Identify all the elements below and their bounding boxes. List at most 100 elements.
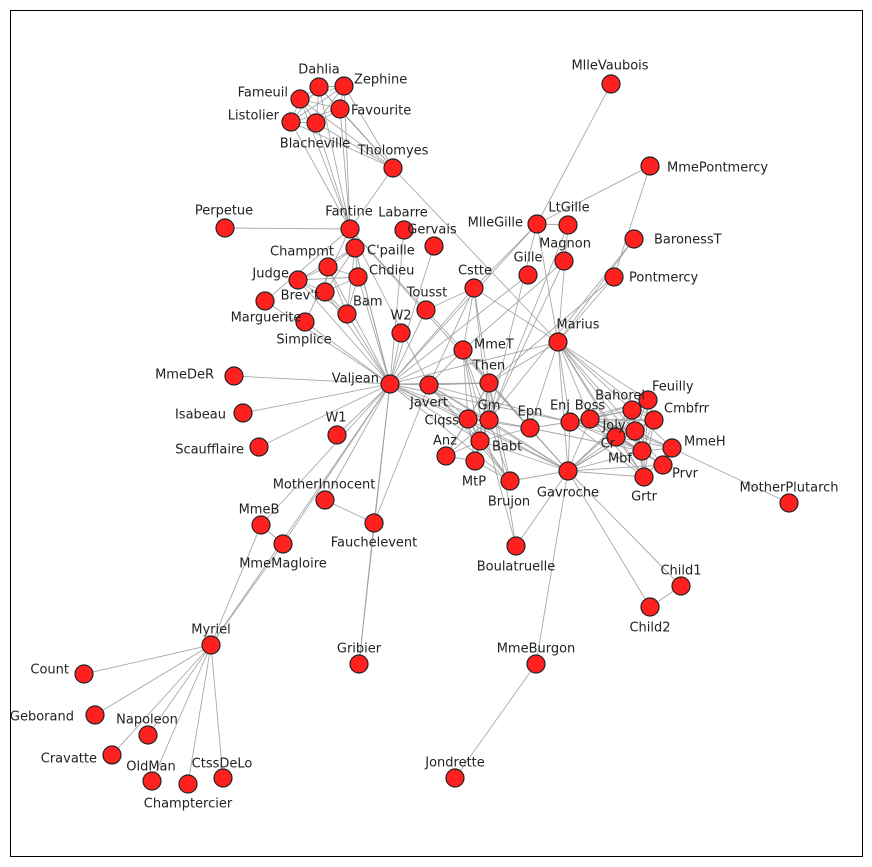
edge-marius-epn [529, 341, 559, 429]
node-babt[interactable] [470, 431, 490, 451]
node-anz[interactable] [436, 446, 456, 466]
node-pontmercy[interactable] [604, 267, 624, 287]
node-mbf[interactable] [632, 441, 652, 461]
node-count[interactable] [74, 664, 94, 684]
node-simplice[interactable] [295, 312, 315, 332]
node-ctssdelo[interactable] [213, 768, 233, 788]
node-clqss[interactable] [458, 409, 478, 429]
node-champtercier[interactable] [178, 774, 198, 794]
node-blacheville[interactable] [306, 113, 326, 133]
node-marius[interactable] [548, 332, 568, 352]
node-chdieu[interactable] [348, 267, 368, 287]
edge-dahlia-fantine [318, 86, 351, 230]
node-myriel[interactable] [201, 635, 221, 655]
edge-myriel-champtercier [187, 644, 212, 785]
node-mmet[interactable] [453, 340, 473, 360]
node-boss[interactable] [580, 409, 600, 429]
node-oldman[interactable] [142, 771, 162, 791]
node-dahlia[interactable] [309, 77, 329, 97]
node-cmbfrr[interactable] [644, 410, 664, 430]
node-label-fameuil: Fameuil [238, 86, 288, 101]
node-mmeburgon[interactable] [526, 654, 546, 674]
node-prvr[interactable] [653, 455, 673, 475]
edge-mmet-babt [462, 349, 481, 442]
node-favourite[interactable] [330, 99, 350, 119]
node-geborand[interactable] [85, 705, 105, 725]
node-label-w1: W1 [325, 411, 346, 426]
node-fameuil[interactable] [290, 89, 310, 109]
node-scaufflaire[interactable] [249, 437, 269, 457]
node-mmepontmercy[interactable] [640, 156, 660, 176]
node-feuilly[interactable] [638, 390, 658, 410]
node-champmt[interactable] [318, 257, 338, 277]
node-mmeder[interactable] [224, 366, 244, 386]
node-gille[interactable] [518, 265, 538, 285]
node-cr[interactable] [625, 421, 645, 441]
node-label-marguerite: Marguerite [231, 311, 302, 326]
node-grtr[interactable] [634, 467, 654, 487]
node-mllegille[interactable] [527, 214, 547, 234]
node-label-ctssdelo: CtssDeLo [192, 757, 253, 772]
node-marguerite[interactable] [255, 291, 275, 311]
node-tousst[interactable] [416, 300, 436, 320]
node-magnon[interactable] [554, 251, 574, 271]
node-child2[interactable] [640, 597, 660, 617]
edge-feuilly-grtr [643, 399, 649, 478]
node-brujon[interactable] [500, 471, 520, 491]
node-boulatruelle[interactable] [506, 536, 526, 556]
node-label-prvr: Prvr [672, 467, 699, 482]
node-label-fauchelevent: Fauchelevent [331, 536, 418, 551]
node-mmeb[interactable] [251, 515, 271, 535]
edge-tholomyes-marius [392, 167, 559, 343]
node-gm[interactable] [479, 410, 499, 430]
node-fauchelevent[interactable] [364, 513, 384, 533]
node-ltgille[interactable] [558, 215, 578, 235]
node-listolier[interactable] [281, 112, 301, 132]
node-mllevaubois[interactable] [601, 74, 621, 94]
node-gribier[interactable] [349, 654, 369, 674]
node-label-bahorel: Bahorel [595, 389, 645, 404]
node-motherinnocent[interactable] [315, 490, 335, 510]
edge-myriel-mmemagloire [210, 543, 284, 646]
node-mmemagloire[interactable] [273, 534, 293, 554]
node-perpetue[interactable] [215, 218, 235, 238]
edge-mmeder-valjean [233, 375, 391, 385]
node-motherplutarch[interactable] [779, 493, 799, 513]
node-napoleon[interactable] [138, 725, 158, 745]
node-w2[interactable] [391, 323, 411, 343]
node-judge[interactable] [288, 270, 308, 290]
node-gervais[interactable] [424, 236, 444, 256]
node-labarre[interactable] [394, 220, 414, 240]
node-cstte[interactable] [464, 278, 484, 298]
node-cravatte[interactable] [102, 745, 122, 765]
node-mmeh[interactable] [662, 438, 682, 458]
node-gavroche[interactable] [558, 461, 578, 481]
node-epn[interactable] [520, 418, 540, 438]
node-label-mmet: MmeT [474, 338, 514, 353]
node-javert[interactable] [419, 375, 439, 395]
node-valjean[interactable] [380, 374, 400, 394]
node-cpaille[interactable] [345, 238, 365, 258]
node-enj[interactable] [560, 412, 580, 432]
node-bahorel[interactable] [622, 400, 642, 420]
node-label-joly: Joly [601, 419, 625, 434]
node-fantine[interactable] [340, 219, 360, 239]
edge-listolier-fantine [290, 121, 351, 230]
node-jondrette[interactable] [445, 768, 465, 788]
edge-w1-valjean [336, 383, 391, 436]
node-bam[interactable] [337, 304, 357, 324]
node-isabeau[interactable] [233, 403, 253, 423]
node-brevet[interactable] [315, 282, 335, 302]
edge-listolier-tholomyes [290, 121, 394, 169]
node-label-scaufflaire: Scaufflaire [175, 443, 244, 458]
edge-pontmercy-then [488, 276, 615, 384]
node-label-grtr: Grtr [631, 490, 658, 505]
node-then[interactable] [479, 373, 499, 393]
node-tholomyes[interactable] [383, 158, 403, 178]
node-child1[interactable] [671, 576, 691, 596]
node-zephine[interactable] [334, 76, 354, 96]
node-joly[interactable] [606, 427, 626, 447]
node-w1[interactable] [327, 425, 347, 445]
node-mtp[interactable] [465, 451, 485, 471]
node-baronesst[interactable] [624, 229, 644, 249]
